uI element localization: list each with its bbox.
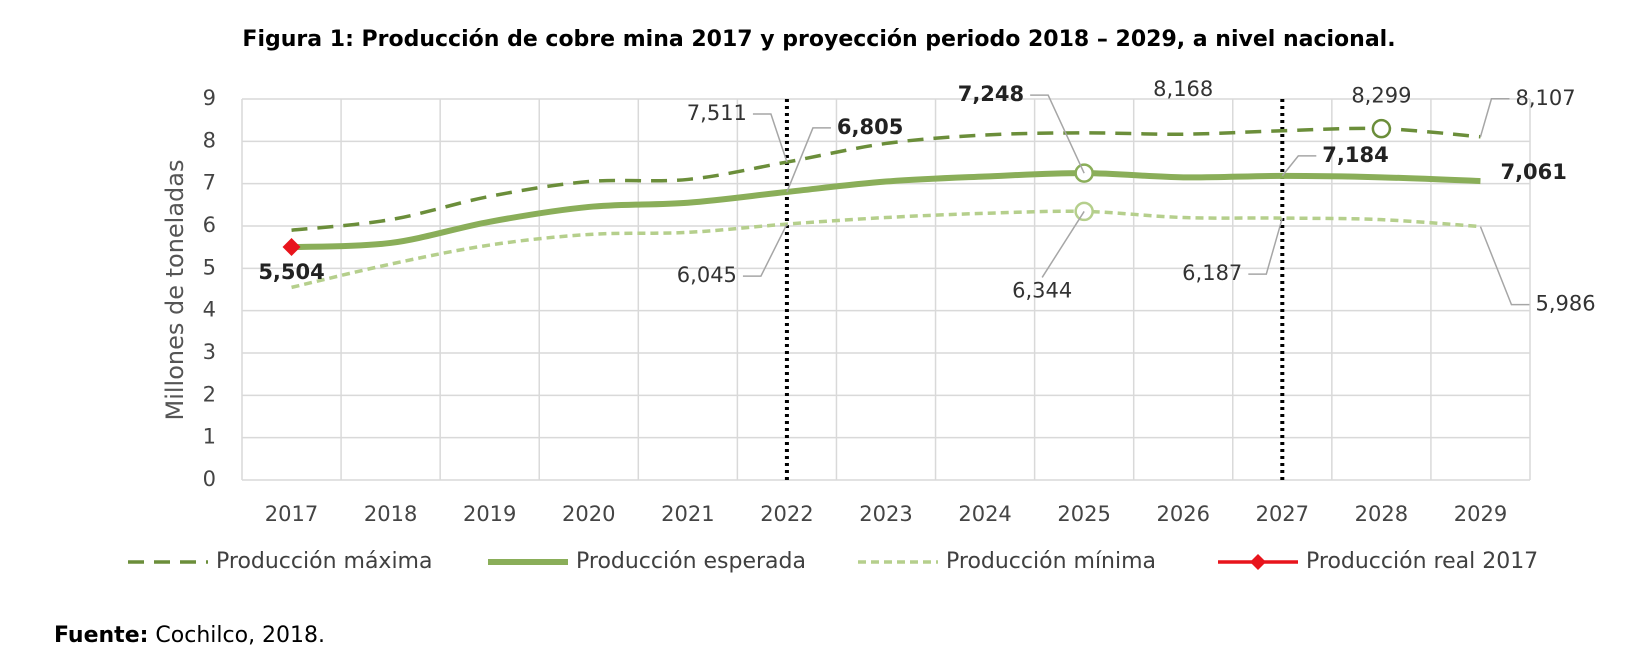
y-tick-label: 8: [203, 128, 216, 152]
data-label: 7,248: [958, 82, 1024, 106]
data-label: 8,107: [1515, 86, 1575, 110]
leader-line: [1030, 94, 1085, 174]
x-tick-label: 2026: [1157, 502, 1210, 526]
source: Fuente: Cochilco, 2018.: [54, 623, 325, 648]
diamond-marker: [282, 237, 301, 256]
x-tick-label: 2025: [1057, 502, 1110, 526]
x-tick-label: 2028: [1355, 502, 1408, 526]
legend-label: Producción esperada: [576, 549, 806, 574]
y-tick-label: 3: [203, 340, 216, 364]
legend-label: Producción real 2017: [1306, 549, 1538, 574]
leader-line: [1281, 155, 1317, 177]
chart-title: Figura 1: Producción de cobre mina 2017 …: [242, 27, 1395, 52]
data-label: 7,184: [1322, 143, 1388, 167]
data-label: 6,187: [1182, 261, 1242, 285]
y-tick-label: 0: [203, 467, 216, 491]
data-label: 6,045: [677, 263, 737, 287]
y-tick-label: 1: [203, 425, 216, 449]
x-tick-label: 2017: [265, 502, 318, 526]
leader-line: [1479, 98, 1510, 138]
x-tick-label: 2018: [364, 502, 417, 526]
y-tick-label: 5: [203, 255, 216, 279]
leader-line: [1248, 217, 1284, 275]
legend-label: Producción mínima: [946, 549, 1156, 574]
leader-line: [1479, 226, 1530, 306]
y-tick-label: 9: [203, 86, 216, 110]
leader-line: [752, 113, 788, 163]
data-label: 5,504: [258, 260, 324, 284]
peak-marker: [1371, 118, 1392, 139]
x-tick-label: 2020: [562, 502, 615, 526]
x-tick-label: 2022: [760, 502, 813, 526]
series-line: [291, 209, 1481, 290]
y-tick-label: 2: [203, 382, 216, 406]
leader-line: [786, 127, 831, 193]
y-tick-label: 4: [203, 298, 216, 322]
legend-label: Producción máxima: [216, 549, 432, 574]
source-label: Fuente:: [54, 623, 148, 648]
data-label: 7,061: [1500, 160, 1566, 184]
data-label: 5,986: [1535, 292, 1595, 316]
x-tick-label: 2029: [1454, 502, 1507, 526]
series-line: [291, 126, 1481, 232]
x-tick-label: 2027: [1256, 502, 1309, 526]
data-label: 6,805: [837, 115, 903, 139]
y-tick-label: 7: [203, 171, 216, 195]
data-label: 8,168: [1153, 77, 1213, 101]
x-tick-label: 2019: [463, 502, 516, 526]
legend-swatch-marker: [1250, 554, 1266, 570]
data-label: 7,511: [687, 101, 747, 125]
data-label: 8,299: [1351, 84, 1411, 108]
y-axis-title: Millones de toneladas: [161, 159, 189, 420]
data-label: 6,344: [1012, 278, 1072, 302]
x-tick-label: 2024: [958, 502, 1011, 526]
leader-line: [1041, 211, 1085, 278]
leader-line: [742, 223, 788, 277]
series-line: [291, 170, 1481, 251]
x-tick-label: 2021: [661, 502, 714, 526]
x-tick-label: 2023: [859, 502, 912, 526]
y-tick-label: 6: [203, 213, 216, 237]
source-text: Cochilco, 2018.: [155, 623, 325, 648]
